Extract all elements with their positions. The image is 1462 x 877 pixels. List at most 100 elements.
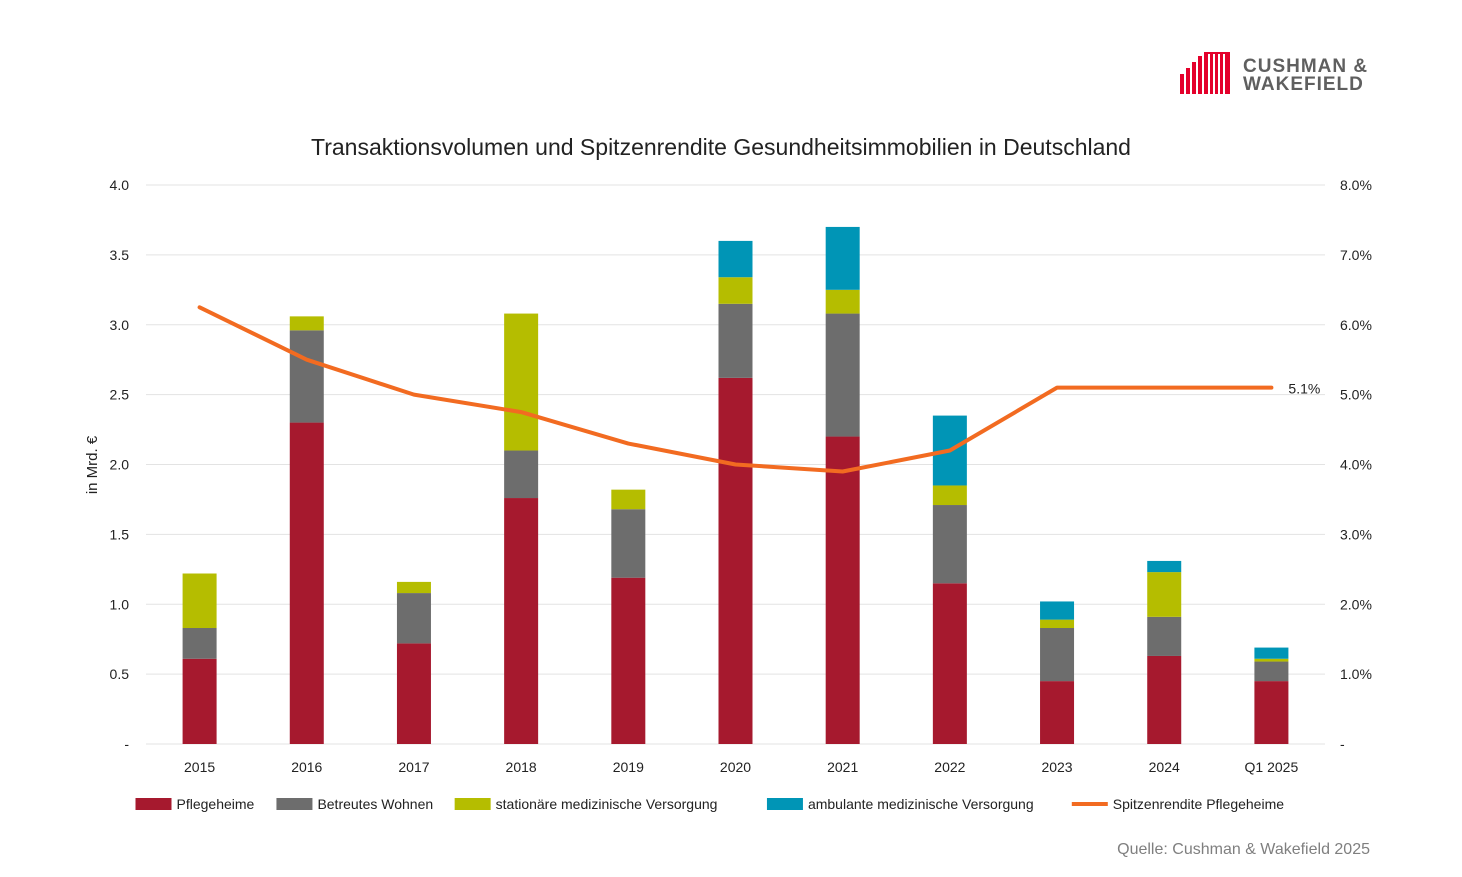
legend-swatch (454, 798, 491, 810)
bar-segment (1254, 647, 1289, 659)
x-tick-label: 2020 (720, 759, 751, 775)
x-tick-label: 2016 (291, 759, 322, 775)
legend-label: stationäre medizinische Versorgung (496, 796, 718, 812)
cushman-wakefield-logo: CUSHMAN & WAKEFIELD (1178, 52, 1378, 96)
bar-segment (1254, 658, 1289, 662)
x-tick-label: 2017 (398, 759, 429, 775)
y-axis-right: - 1.0% 2.0% 3.0% 4.0% 5.0% 6.0% 7.0% 8.0% (1340, 177, 1372, 752)
y-tick-label: 2.0 (110, 457, 130, 473)
bar-segment (1040, 601, 1075, 620)
bar-segment (718, 240, 753, 278)
y2-tick-label: 2.0% (1340, 596, 1372, 612)
y2-tick-label: 7.0% (1340, 247, 1372, 263)
bar-segment (611, 489, 646, 510)
yield-line-point (948, 449, 952, 453)
y-tick-label: 2.5 (110, 387, 130, 403)
bar-segment (504, 498, 539, 744)
yield-line-point (626, 442, 630, 446)
bar-segment (825, 226, 860, 290)
bar-segment (718, 277, 753, 304)
yield-end-label: 5.1% (1288, 381, 1320, 397)
bar-segment (1040, 619, 1075, 629)
y-tick-label: 0.5 (110, 666, 130, 682)
bar-segment (396, 593, 431, 644)
bar-segment (1147, 616, 1182, 656)
y-tick-label: 3.5 (110, 247, 130, 263)
x-tick-label: 2018 (506, 759, 537, 775)
bar-segment (825, 313, 860, 437)
bar-segment (1040, 628, 1075, 682)
x-tick-label: 2023 (1041, 759, 1072, 775)
bar-segment (1147, 655, 1182, 744)
bar-segment (825, 289, 860, 314)
x-axis: 2015 2016 2017 2018 2019 2020 2021 2022 2023 2024… (184, 759, 1298, 775)
x-tick-label: 2015 (184, 759, 215, 775)
bar-segment (396, 643, 431, 744)
x-tick-label: 2021 (827, 759, 858, 775)
yield-line: 5.1% (197, 305, 1320, 474)
bar-segment (504, 450, 539, 499)
bar-segment (289, 422, 324, 744)
bar-segment (1254, 661, 1289, 682)
y-axis-label: in Mrd. € (84, 435, 101, 494)
bar-segment (504, 313, 539, 451)
legend-swatch (135, 798, 172, 810)
bar-segment (611, 509, 646, 578)
y-tick-label: 4.0 (110, 177, 130, 193)
logo-mark-icon (1180, 52, 1230, 94)
legend-swatch (766, 798, 803, 810)
y2-tick-label: - (1340, 736, 1345, 752)
bar-segment (718, 377, 753, 744)
chart-title: Transaktionsvolumen und Spitzenrendite G… (311, 134, 1131, 160)
bar-segment (1040, 681, 1075, 744)
y-tick-label: 3.0 (110, 317, 130, 333)
yield-line-point (1269, 386, 1273, 390)
yield-line-point (412, 393, 416, 397)
bar-segment (932, 505, 967, 584)
y-axis-left: - 0.5 1.0 1.5 2.0 2.5 3.0 3.5 4.0 (110, 177, 130, 752)
yield-line-point (198, 305, 202, 309)
legend-label: ambulante medizinische Versorgung (808, 796, 1034, 812)
bar-segment (718, 303, 753, 378)
bar-segment (289, 316, 324, 331)
y-tick-label: 1.5 (110, 526, 130, 542)
bar-segment (825, 436, 860, 744)
x-tick-label: 2019 (613, 759, 644, 775)
yield-line-point (841, 469, 845, 473)
bar-segment (932, 485, 967, 506)
bar-segment (1147, 572, 1182, 617)
yield-line-point (1162, 386, 1166, 390)
logo-text-line2: WAKEFIELD (1243, 74, 1364, 95)
bar-segment (182, 573, 217, 629)
y2-tick-label: 8.0% (1340, 177, 1372, 193)
y-tick-label: 1.0 (110, 596, 130, 612)
legend: Pflegeheime Betreutes Wohnen stationäre me… (135, 796, 1284, 812)
legend-label: Betreutes Wohnen (317, 796, 433, 812)
y2-tick-label: 5.0% (1340, 387, 1372, 403)
logo-text-line1: CUSHMAN & (1243, 56, 1369, 77)
bar-segment (932, 583, 967, 744)
y2-tick-label: 3.0% (1340, 526, 1372, 542)
legend-label: Pflegeheime (177, 796, 255, 812)
y2-tick-label: 4.0% (1340, 457, 1372, 473)
y-tick-label: - (124, 736, 129, 752)
x-tick-label: 2024 (1149, 759, 1180, 775)
bar-segment (1147, 560, 1182, 573)
yield-line-point (734, 463, 737, 466)
source-note: Quelle: Cushman & Wakefield 2025 (1117, 841, 1370, 858)
y2-tick-label: 6.0% (1340, 317, 1372, 333)
bar-segment (289, 330, 324, 423)
bar-segment (1254, 681, 1289, 744)
bar-segment (182, 628, 217, 659)
bar-stacks (182, 226, 1289, 744)
yield-line-point (305, 358, 309, 362)
legend-label: Spitzenrendite Pflegeheime (1113, 796, 1284, 812)
x-tick-label: Q1 2025 (1245, 759, 1299, 775)
legend-swatch (276, 798, 313, 810)
bar-segment (182, 658, 217, 744)
bar-segment (611, 577, 646, 744)
yield-line-point (519, 410, 523, 414)
y2-tick-label: 1.0% (1340, 666, 1372, 682)
yield-line-point (1055, 386, 1059, 390)
